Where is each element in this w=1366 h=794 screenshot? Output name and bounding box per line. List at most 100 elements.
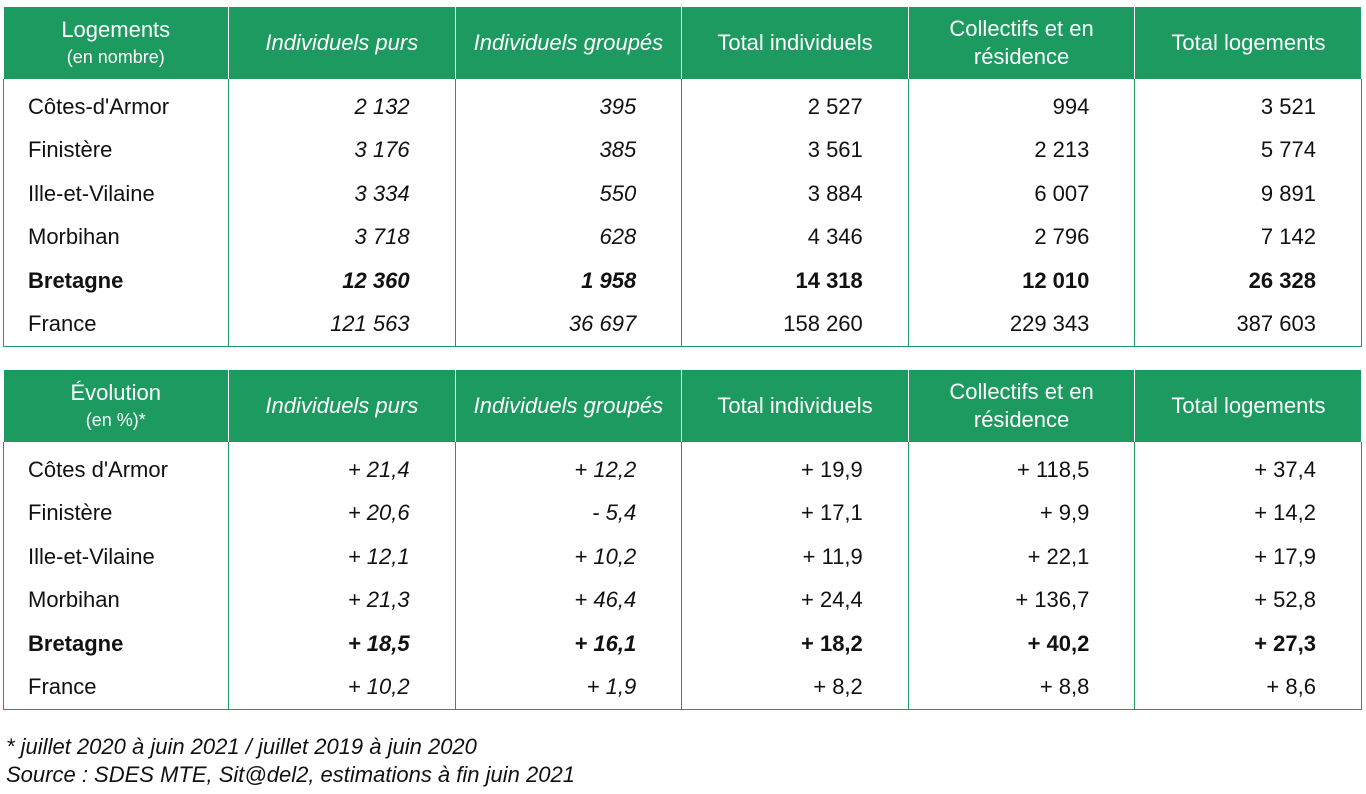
cell-value: - 5,4 — [454, 491, 683, 535]
cell-value: + 8,2 — [681, 665, 909, 710]
cell-value: 550 — [454, 172, 683, 216]
cell-value: + 136,7 — [907, 578, 1136, 622]
header-total-logements: Total logements — [1134, 7, 1362, 79]
cell-value: + 17,9 — [1134, 535, 1362, 579]
row-label: Bretagne — [3, 622, 229, 666]
header-cell-logements: Logements (en nombre) — [3, 7, 229, 79]
header-total-logements: Total logements — [1134, 370, 1362, 442]
row-label: Morbihan — [3, 578, 229, 622]
header-subtitle: (en nombre) — [66, 47, 165, 67]
cell-value: 385 — [454, 128, 683, 172]
table-row: Morbihan 3 718 628 4 346 2 796 7 142 — [3, 215, 1362, 259]
cell-value: 3 176 — [228, 128, 456, 172]
cell-value: + 8,6 — [1134, 665, 1362, 710]
cell-value: + 12,2 — [454, 442, 683, 492]
cell-value: 14 318 — [681, 259, 909, 303]
cell-value: 3 521 — [1134, 79, 1362, 129]
cell-value: + 12,1 — [228, 535, 456, 579]
cell-value: 12 010 — [907, 259, 1136, 303]
cell-value: 36 697 — [454, 302, 683, 347]
row-label: France — [3, 302, 229, 347]
cell-value: + 22,1 — [907, 535, 1136, 579]
header-title: Évolution — [70, 380, 161, 405]
housing-evolution-table: Évolution (en %)* Individuels purs Indiv… — [3, 370, 1362, 710]
table-row: Finistère 3 176 385 3 561 2 213 5 774 — [3, 128, 1362, 172]
cell-value: + 118,5 — [907, 442, 1136, 492]
cell-value: 4 346 — [681, 215, 909, 259]
cell-value: + 10,2 — [228, 665, 456, 710]
cell-value: + 18,5 — [228, 622, 456, 666]
cell-value: + 19,9 — [681, 442, 909, 492]
row-label: Bretagne — [3, 259, 229, 303]
cell-value: 628 — [454, 215, 683, 259]
cell-value: + 37,4 — [1134, 442, 1362, 492]
cell-value: 395 — [454, 79, 683, 129]
header-cell-evolution: Évolution (en %)* — [3, 370, 229, 442]
cell-value: 3 718 — [228, 215, 456, 259]
header-total-individuels: Total individuels — [681, 7, 909, 79]
header-individuels-groupes: Individuels groupés — [454, 370, 682, 442]
cell-value: 387 603 — [1134, 302, 1362, 347]
table-header-row: Évolution (en %)* Individuels purs Indiv… — [3, 370, 1362, 442]
cell-value: 158 260 — [681, 302, 909, 347]
table-row: Ille-et-Vilaine 3 334 550 3 884 6 007 9 … — [3, 172, 1362, 216]
cell-value: 994 — [907, 79, 1136, 129]
row-label: Morbihan — [3, 215, 229, 259]
cell-value: 7 142 — [1134, 215, 1362, 259]
cell-value: 2 132 — [228, 79, 456, 129]
cell-value: + 1,9 — [454, 665, 683, 710]
housing-count-table: Logements (en nombre) Individuels purs I… — [3, 7, 1362, 347]
table-row: Côtes-d'Armor 2 132 395 2 527 994 3 521 — [3, 79, 1362, 129]
header-total-individuels: Total individuels — [681, 370, 909, 442]
cell-value: 3 884 — [681, 172, 909, 216]
cell-value: 5 774 — [1134, 128, 1362, 172]
notes: * juillet 2020 à juin 2021 / juillet 201… — [6, 733, 575, 789]
table-row: Finistère + 20,6 - 5,4 + 17,1 + 9,9 + 14… — [3, 491, 1362, 535]
table-row: France 121 563 36 697 158 260 229 343 38… — [3, 302, 1362, 347]
table-header-row: Logements (en nombre) Individuels purs I… — [3, 7, 1362, 79]
source-note: Source : SDES MTE, Sit@del2, estimations… — [6, 762, 575, 787]
cell-value: 6 007 — [907, 172, 1136, 216]
cell-value: + 46,4 — [454, 578, 683, 622]
cell-value: 26 328 — [1134, 259, 1362, 303]
cell-value: 121 563 — [228, 302, 456, 347]
header-collectifs: Collectifs et en résidence — [907, 370, 1135, 442]
header-individuels-purs: Individuels purs — [228, 7, 456, 79]
row-label: Finistère — [3, 491, 229, 535]
header-title: Logements — [61, 17, 171, 42]
table-row: Morbihan + 21,3 + 46,4 + 24,4 + 136,7 + … — [3, 578, 1362, 622]
cell-value: 2 213 — [907, 128, 1136, 172]
table-row-total-region: Bretagne + 18,5 + 16,1 + 18,2 + 40,2 + 2… — [3, 622, 1362, 666]
cell-value: + 21,3 — [228, 578, 456, 622]
cell-value: 229 343 — [907, 302, 1136, 347]
cell-value: + 14,2 — [1134, 491, 1362, 535]
cell-value: 3 561 — [681, 128, 909, 172]
header-subtitle: (en %)* — [85, 410, 146, 430]
table-row: Côtes d'Armor + 21,4 + 12,2 + 19,9 + 118… — [3, 442, 1362, 492]
cell-value: 9 891 — [1134, 172, 1362, 216]
cell-value: + 24,4 — [681, 578, 909, 622]
cell-value: + 21,4 — [228, 442, 456, 492]
cell-value: + 27,3 — [1134, 622, 1362, 666]
header-collectifs: Collectifs et en résidence — [907, 7, 1135, 79]
cell-value: + 40,2 — [907, 622, 1136, 666]
header-individuels-groupes: Individuels groupés — [454, 7, 682, 79]
row-label: Finistère — [3, 128, 229, 172]
cell-value: 2 796 — [907, 215, 1136, 259]
cell-value: + 8,8 — [907, 665, 1136, 710]
cell-value: + 9,9 — [907, 491, 1136, 535]
cell-value: 3 334 — [228, 172, 456, 216]
row-label: Côtes-d'Armor — [3, 79, 229, 129]
cell-value: + 16,1 — [454, 622, 683, 666]
cell-value: 12 360 — [228, 259, 456, 303]
cell-value: + 52,8 — [1134, 578, 1362, 622]
row-label: Ille-et-Vilaine — [3, 172, 229, 216]
cell-value: + 11,9 — [681, 535, 909, 579]
row-label: France — [3, 665, 229, 710]
cell-value: + 18,2 — [681, 622, 909, 666]
footnote: * juillet 2020 à juin 2021 / juillet 201… — [6, 734, 477, 759]
row-label: Côtes d'Armor — [3, 442, 229, 492]
header-individuels-purs: Individuels purs — [228, 370, 456, 442]
cell-value: 1 958 — [454, 259, 683, 303]
row-label: Ille-et-Vilaine — [3, 535, 229, 579]
